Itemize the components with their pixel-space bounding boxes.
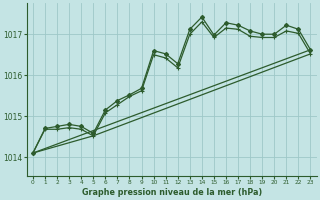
X-axis label: Graphe pression niveau de la mer (hPa): Graphe pression niveau de la mer (hPa) <box>82 188 262 197</box>
